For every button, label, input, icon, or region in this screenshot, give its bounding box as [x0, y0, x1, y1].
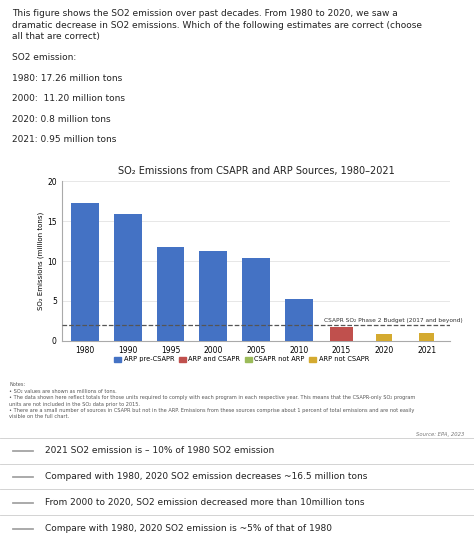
Text: 2020: 0.8 million tons: 2020: 0.8 million tons [12, 115, 110, 123]
Title: SO₂ Emissions from CSAPR and ARP Sources, 1980–2021: SO₂ Emissions from CSAPR and ARP Sources… [118, 166, 394, 176]
Text: Compared with 1980, 2020 SO2 emission decreases ~16.5 million tons: Compared with 1980, 2020 SO2 emission de… [45, 472, 367, 481]
Text: Notes:
• SO₂ values are shown as millions of tons.
• The data shown here reflect: Notes: • SO₂ values are shown as million… [9, 382, 416, 419]
Bar [419, 333, 435, 341]
Legend: ARP pre-CSAPR, ARP and CSAPR, CSAPR not ARP, ARP not CSAPR: ARP pre-CSAPR, ARP and CSAPR, CSAPR not … [112, 354, 372, 365]
Text: all that are correct): all that are correct) [12, 32, 100, 42]
FancyBboxPatch shape [12, 502, 33, 503]
Bar [114, 214, 142, 341]
Text: Compare with 1980, 2020 SO2 emission is ~5% of that of 1980: Compare with 1980, 2020 SO2 emission is … [45, 524, 332, 532]
Y-axis label: SO₂ Emissions (million tons): SO₂ Emissions (million tons) [38, 212, 45, 310]
Text: 1980: 17.26 million tons: 1980: 17.26 million tons [12, 74, 122, 83]
Bar [200, 252, 227, 341]
FancyBboxPatch shape [12, 450, 33, 451]
Text: Source: EPA, 2023: Source: EPA, 2023 [416, 432, 465, 437]
Bar [242, 258, 270, 341]
Bar [71, 203, 99, 341]
Text: SO2 emission:: SO2 emission: [12, 52, 76, 62]
Text: From 2000 to 2020, SO2 emission decreased more than 10million tons: From 2000 to 2020, SO2 emission decrease… [45, 498, 365, 507]
Bar [156, 247, 184, 341]
FancyBboxPatch shape [12, 476, 33, 477]
Text: 2021: 0.95 million tons: 2021: 0.95 million tons [12, 135, 116, 144]
Bar [285, 299, 312, 341]
FancyBboxPatch shape [12, 527, 33, 529]
Text: This figure shows the SO2 emission over past decades. From 1980 to 2020, we saw : This figure shows the SO2 emission over … [12, 9, 398, 18]
Text: CSAPR SO₂ Phase 2 Budget (2017 and beyond): CSAPR SO₂ Phase 2 Budget (2017 and beyon… [324, 318, 463, 323]
Text: 2000:  11.20 million tons: 2000: 11.20 million tons [12, 94, 125, 103]
Bar [376, 334, 392, 341]
Text: dramatic decrease in SO2 emissions. Which of the following estimates are correct: dramatic decrease in SO2 emissions. Whic… [12, 21, 422, 30]
Bar [329, 327, 353, 341]
Text: 2021 SO2 emission is – 10% of 1980 SO2 emission: 2021 SO2 emission is – 10% of 1980 SO2 e… [45, 446, 274, 455]
